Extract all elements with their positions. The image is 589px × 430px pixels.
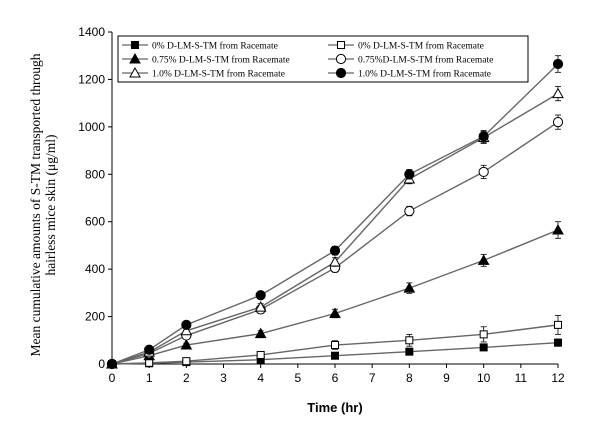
legend-label-1: 0% D-LM-S-TM from Racemate [358, 41, 484, 52]
series-2-point-4 [329, 307, 341, 318]
x-tick-label-7: 7 [369, 371, 376, 385]
x-tick-label-11: 11 [515, 371, 528, 385]
legend-label-0: 0% D-LM-S-TM from Racemate [152, 41, 278, 52]
series-4-point-4 [329, 255, 341, 267]
x-tick-label-2: 2 [183, 371, 190, 385]
series-5-point-3 [255, 290, 266, 301]
legend-marker-5 [335, 67, 347, 79]
series-1-point-6 [479, 330, 488, 339]
series-0-point-7 [554, 338, 562, 347]
y-axis-title: Mean cumulative amounts of S-TM transpor… [28, 53, 58, 356]
x-tick-label-5: 5 [294, 371, 301, 385]
legend-marker-2 [129, 52, 141, 64]
series-2-point-2 [180, 338, 193, 350]
x-tick-label-8: 8 [406, 371, 413, 385]
series-5-point-1 [144, 344, 155, 355]
x-tick-label-10: 10 [477, 371, 491, 385]
series-5-point-2 [181, 319, 192, 330]
y-tick-label-7: 1400 [78, 25, 105, 39]
legend-marker-4 [129, 66, 141, 78]
series-1-point-5 [405, 336, 414, 345]
legend-marker-3 [335, 53, 347, 65]
y-axis-title-line-1: Mean cumulative amounts of S-TM transpor… [28, 53, 43, 356]
series-5 [106, 55, 564, 370]
series-0-point-5 [405, 347, 414, 356]
x-tick-label-4: 4 [257, 371, 264, 385]
y-tick-label-0: 0 [98, 357, 105, 371]
x-tick-label-9: 9 [443, 371, 450, 385]
y-tick-label-5: 1000 [78, 120, 105, 134]
series-2-point-7 [552, 223, 564, 235]
legend-label-3: 0.75%D-LM-S-TM from Racemate [358, 55, 493, 66]
x-tick-label-1: 1 [146, 371, 153, 385]
series-4-point-3 [254, 301, 267, 312]
legend-marker-0 [131, 41, 139, 49]
series-4-line [111, 93, 559, 365]
series-5-point-0 [106, 358, 118, 370]
series-2-point-5 [403, 282, 416, 293]
legend-label-2: 0.75% D-LM-S-TM from Racemate [152, 55, 290, 66]
series-5-line [111, 63, 559, 365]
series-0-point-4 [331, 351, 339, 360]
x-tick-label-3: 3 [220, 371, 227, 385]
series-2-line [111, 229, 559, 365]
series-1-point-7 [554, 320, 562, 329]
y-tick-label-2: 400 [85, 262, 105, 276]
series-5-point-7 [552, 58, 564, 70]
series-1-point-4 [331, 341, 339, 350]
y-tick-label-3: 600 [85, 215, 105, 229]
series-3-point-6 [478, 166, 489, 178]
series-2-point-3 [254, 327, 267, 339]
legend-marker-1 [337, 41, 345, 49]
x-axis-title: Time (hr) [307, 400, 362, 415]
series-5-point-5 [404, 169, 415, 180]
series-3-point-5 [404, 205, 415, 217]
legend-label-4: 1.0% D-LM-S-TM from Racemate [152, 69, 285, 80]
series-1-line [111, 324, 559, 365]
series-2-point-6 [477, 254, 490, 265]
series-4-point-7 [552, 87, 564, 99]
series-1-point-2 [182, 357, 191, 366]
series-1-point-1 [145, 358, 154, 367]
y-tick-label-6: 1200 [78, 72, 105, 86]
series-1-point-3 [256, 350, 265, 359]
y-tick-label-4: 800 [85, 167, 105, 181]
legend: 0% D-LM-S-TM from Racemate 0% D-LM-S-TM f… [117, 35, 529, 83]
series-5-point-6 [478, 131, 489, 142]
series-5-point-4 [329, 245, 341, 256]
series-0-point-6 [479, 343, 488, 352]
series-layer [106, 55, 564, 370]
series-3-point-7 [552, 117, 564, 128]
series-3-line [111, 121, 559, 365]
x-tick-label-6: 6 [332, 371, 339, 385]
x-tick-label-0: 0 [109, 371, 116, 385]
legend-box [117, 35, 529, 83]
y-axis-title-line-2: hairless mice skin (μg/ml) [43, 134, 58, 275]
x-tick-label-12: 12 [551, 371, 565, 385]
series-4-point-2 [180, 324, 193, 336]
y-tick-label-1: 200 [85, 310, 105, 324]
legend-label-5: 1.0% D-LM-S-TM from Racemate [358, 69, 491, 80]
